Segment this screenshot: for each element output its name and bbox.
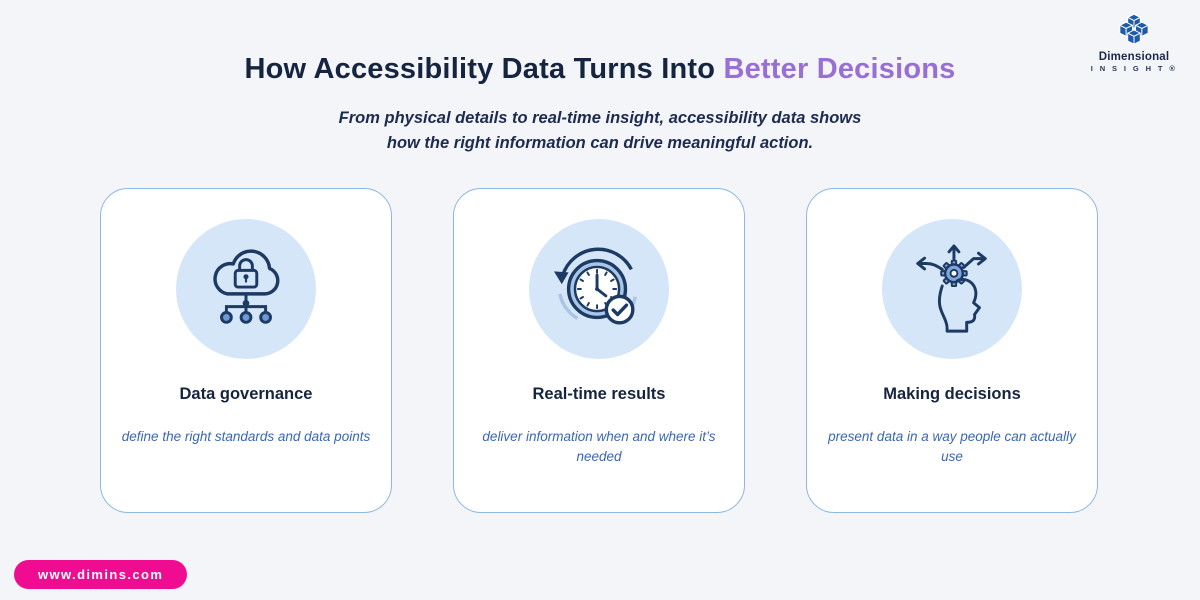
icon-circle [882,219,1022,359]
page-subtitle: From physical details to real-time insig… [0,106,1200,156]
card-making-decisions: Making decisions present data in a way p… [806,188,1098,513]
logo-name: Dimensional [1098,51,1170,63]
card-title: Making decisions [883,385,1021,403]
page-subtitle-line1: From physical details to real-time insig… [338,109,862,127]
card-description: define the right standards and data poin… [121,429,371,444]
cards-row: Data governance define the right standar… [100,188,1098,513]
dimensional-insight-logo: Dimensional I N S I G H T ® [1084,12,1184,73]
page-title: How Accessibility Data Turns Into Better… [0,52,1200,86]
card-description: present data in a way people can actuall… [828,429,1076,464]
page-title-highlight: Better Decisions [723,53,956,85]
icon-circle [176,219,316,359]
icon-circle [529,219,669,359]
card-data-governance: Data governance define the right standar… [100,188,392,513]
page-title-prefix: How Accessibility Data Turns Into [244,53,724,85]
card-title: Real-time results [532,385,666,403]
logo-subname: I N S I G H T ® [1090,64,1178,73]
card-description: deliver information when and where it’s … [482,429,716,464]
website-badge[interactable]: www.dimins.com [14,560,188,589]
card-real-time-results: Real-time results deliver information wh… [453,188,745,513]
page-subtitle-line2: how the right information can drive mean… [386,134,814,152]
cloud-lock-network-icon [213,249,280,324]
head-gear-arrows-icon [916,244,987,333]
stacked-cubes-icon [1119,13,1149,45]
card-title: Data governance [179,385,313,403]
clock-refresh-check-icon [553,247,637,325]
